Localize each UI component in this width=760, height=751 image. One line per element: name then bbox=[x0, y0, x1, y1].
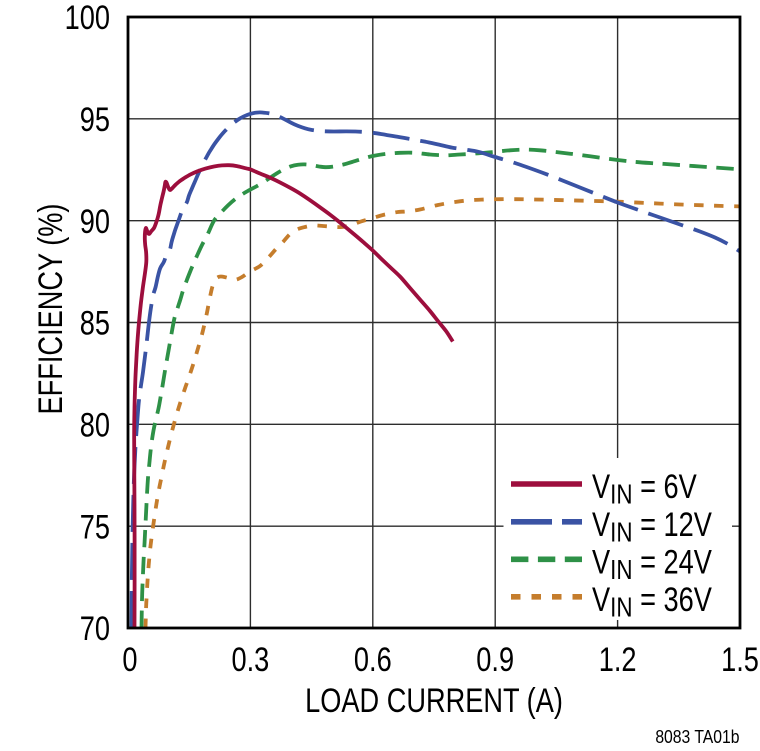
svg-text:85: 85 bbox=[80, 304, 110, 343]
svg-text:EFFICIENCY (%): EFFICIENCY (%) bbox=[31, 204, 70, 415]
svg-text:LOAD CURRENT (A): LOAD CURRENT (A) bbox=[305, 681, 563, 720]
svg-text:0.3: 0.3 bbox=[232, 640, 270, 679]
svg-text:0: 0 bbox=[122, 640, 137, 679]
svg-text:VIN = 36V: VIN = 36V bbox=[592, 580, 712, 623]
svg-text:80: 80 bbox=[80, 406, 110, 445]
svg-text:90: 90 bbox=[80, 202, 110, 241]
svg-text:1.5: 1.5 bbox=[721, 640, 759, 679]
svg-text:100: 100 bbox=[65, 0, 110, 37]
svg-text:70: 70 bbox=[80, 609, 110, 648]
svg-text:0.9: 0.9 bbox=[476, 640, 514, 679]
svg-text:1.2: 1.2 bbox=[599, 640, 637, 679]
svg-text:8083 TA01b: 8083 TA01b bbox=[655, 726, 739, 748]
svg-text:0.6: 0.6 bbox=[354, 640, 392, 679]
svg-text:VIN = 6V: VIN = 6V bbox=[592, 467, 697, 510]
svg-text:75: 75 bbox=[80, 507, 110, 546]
svg-text:95: 95 bbox=[80, 100, 110, 139]
